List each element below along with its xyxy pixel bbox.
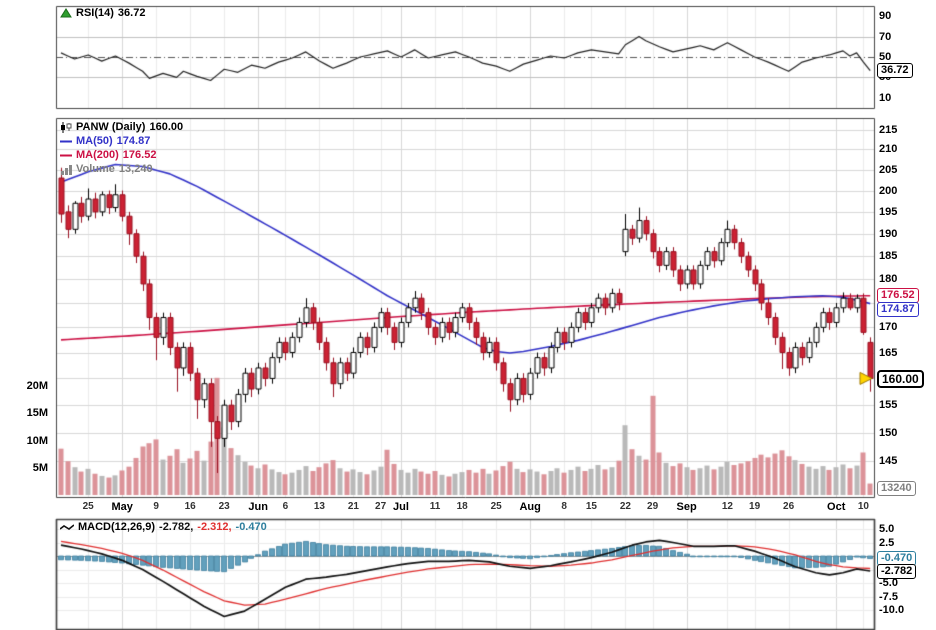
- ma50-label: MA(50): [76, 135, 113, 147]
- rsi-axis-label: 10: [879, 91, 892, 104]
- macd-line-icon: [60, 523, 74, 530]
- macd-legend: MACD(12,26,9) -2.782, -2.312, -0.470: [60, 521, 267, 533]
- ma200-label: MA(200): [76, 149, 119, 161]
- x-axis-tick: 27: [375, 501, 387, 512]
- price-axis-label: 185: [879, 250, 898, 263]
- macd-legend-label: MACD(12,26,9): [78, 521, 156, 533]
- x-axis-tick: 22: [619, 501, 631, 512]
- ma200-value-badge: 176.52: [877, 288, 919, 303]
- volume-legend: Volume 13,240: [60, 163, 153, 176]
- ma200-line-icon: [60, 154, 72, 157]
- x-axis-tick: 18: [456, 501, 468, 512]
- symbol-last-price: 160.00: [149, 121, 184, 133]
- x-axis-tick: 19: [749, 501, 761, 512]
- macd-axis-label: -10.0: [879, 604, 905, 616]
- price-axis-label: 165: [879, 346, 898, 359]
- rsi-axis-label: 50: [879, 51, 892, 63]
- x-axis-tick: 15: [585, 501, 597, 512]
- x-axis-tick: Oct: [827, 501, 846, 513]
- price-axis-label: 215: [879, 123, 898, 136]
- symbol-label: PANW (Daily): [76, 121, 146, 133]
- x-axis-tick: 26: [783, 501, 795, 512]
- ma50-value: 174.87: [116, 135, 151, 147]
- x-axis-tick: 9: [153, 501, 159, 512]
- rsi-axis-label: 90: [879, 10, 892, 23]
- volume-axis-label: 20M: [26, 380, 48, 392]
- last-price-badge: 160.00: [877, 370, 924, 388]
- x-axis-tick: 25: [82, 501, 94, 512]
- x-axis-tick: 23: [218, 501, 230, 512]
- x-axis-tick: 6: [282, 501, 289, 512]
- macd-axis-label: 2.5: [879, 536, 895, 549]
- x-axis-tick: Jul: [393, 501, 409, 513]
- ma50-line-icon: [60, 140, 72, 143]
- volume-bars-icon: [61, 164, 72, 175]
- macd-signal-value: -2.312,: [197, 521, 232, 533]
- price-axis-label: 195: [879, 205, 898, 218]
- x-axis-tick: 21: [347, 501, 359, 512]
- macd-histogram-value: -0.470: [235, 521, 267, 533]
- rsi-axis-label: 70: [879, 30, 892, 43]
- macd-line-value: -2.782,: [159, 521, 194, 533]
- candlestick-chart-icon: [61, 122, 72, 133]
- rsi-legend-value: 36.72: [117, 7, 146, 19]
- ma50-legend: MA(50) 174.87: [60, 135, 150, 148]
- rsi-legend: RSI(14) 36.72: [60, 7, 145, 19]
- price-axis-label: 180: [879, 273, 898, 286]
- symbol-row: PANW (Daily) 160.00: [60, 121, 183, 134]
- volume-label: Volume: [76, 163, 115, 175]
- price-axis-label: 205: [879, 163, 898, 176]
- x-axis-tick: 10: [857, 501, 869, 512]
- x-axis-tick: 8: [561, 501, 567, 512]
- macd-line-badge: -2.782: [877, 564, 917, 579]
- price-axis-label: 150: [879, 426, 898, 439]
- x-axis-tick: 25: [490, 501, 502, 512]
- ma200-value: 176.52: [122, 149, 157, 161]
- price-axis-label: 145: [879, 455, 898, 468]
- volume-axis-label: 5M: [32, 461, 48, 474]
- macd-axis-label: 5.0: [879, 523, 895, 535]
- ma50-value-badge: 174.87: [877, 302, 919, 317]
- rsi-indicator-icon: [60, 8, 72, 18]
- volume-axis-label: 15M: [26, 407, 48, 420]
- x-axis-tick: 16: [184, 501, 196, 512]
- volume-value-badge: 13240: [877, 481, 916, 496]
- rsi-value-badge: 36.72: [877, 63, 913, 78]
- x-axis-tick: May: [111, 501, 133, 513]
- price-axis-label: 200: [879, 184, 898, 197]
- ma200-legend: MA(200) 176.52: [60, 149, 156, 162]
- price-axis-label: 155: [879, 399, 898, 412]
- macd-axis-label: -7.5: [879, 590, 898, 603]
- x-axis-tick: 12: [721, 501, 733, 512]
- macd-axis-label: -5.0: [879, 577, 898, 589]
- volume-value: 13,240: [118, 163, 153, 175]
- x-axis-tick: Aug: [519, 501, 541, 513]
- x-axis-tick: 13: [313, 501, 325, 512]
- x-axis-tick: Sep: [676, 501, 697, 513]
- x-axis-tick: 11: [429, 501, 441, 512]
- x-axis-tick: 29: [647, 501, 659, 512]
- x-axis-tick: Jun: [248, 501, 268, 513]
- price-legend: PANW (Daily) 160.00 MA(50) 174.87 MA(200…: [60, 121, 183, 176]
- price-axis-label: 210: [879, 143, 898, 156]
- price-axis-label: 190: [879, 227, 898, 240]
- price-axis-label: 170: [879, 321, 898, 334]
- rsi-legend-label: RSI(14): [76, 7, 114, 19]
- volume-axis-label: 10M: [26, 434, 48, 447]
